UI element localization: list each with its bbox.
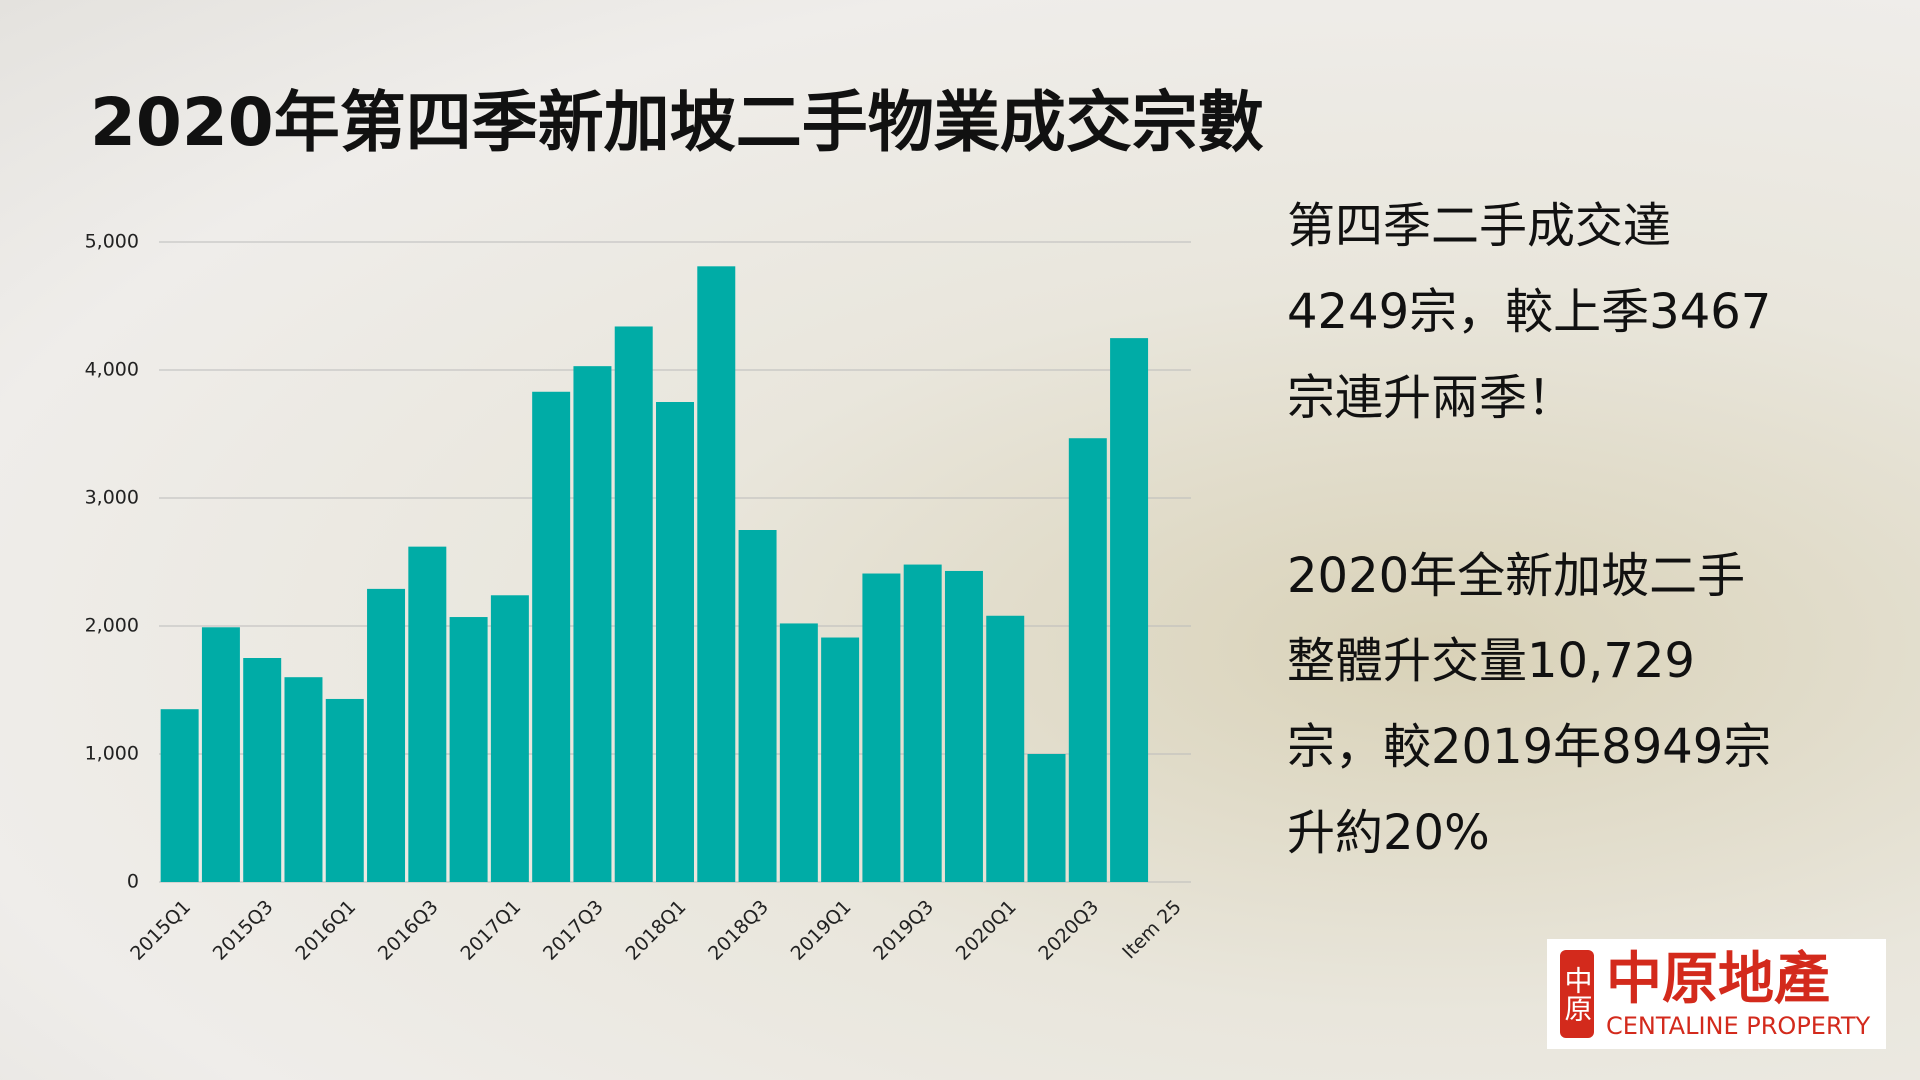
y-tick-label: 5,000 <box>85 231 139 253</box>
bar <box>821 637 860 882</box>
bar <box>532 391 571 882</box>
x-tick-label: 2017Q1 <box>456 896 525 965</box>
bar <box>779 623 818 882</box>
bar <box>697 266 736 882</box>
x-tick-label: 2020Q1 <box>952 896 1021 965</box>
logo-box <box>1547 939 1886 1049</box>
bar <box>944 570 983 882</box>
y-tick-label: 3,000 <box>85 487 139 509</box>
logo-icon-box <box>1560 950 1594 1038</box>
bar <box>1027 754 1066 882</box>
logo: 中原 中原地產 CENTALINE PROPERTY <box>1547 939 1886 1049</box>
note-line: 2020年全新加坡二手 <box>1287 548 1745 604</box>
x-tick-label: 2018Q3 <box>704 896 773 965</box>
x-tick-label: 2017Q3 <box>539 896 608 965</box>
x-tick-label: 2018Q1 <box>622 896 691 965</box>
bar <box>325 698 364 882</box>
note-line: 升約20% <box>1287 805 1490 861</box>
bar <box>1110 338 1149 882</box>
bar <box>490 595 529 882</box>
x-tick-label: Item 25 <box>1118 896 1186 964</box>
y-tick-label: 0 <box>127 871 139 893</box>
bar <box>903 564 942 882</box>
note-line: 宗，較2019年8949宗 <box>1287 719 1771 775</box>
bar <box>449 617 488 882</box>
logo-icon: 中原 <box>1561 966 1594 1022</box>
note-line: 第四季二手成交達 <box>1287 198 1671 254</box>
bar <box>160 709 199 882</box>
x-tick-label: 2016Q1 <box>291 896 360 965</box>
bar <box>367 588 406 882</box>
bar <box>614 326 653 883</box>
bar <box>986 615 1025 882</box>
y-tick-label: 4,000 <box>85 359 139 381</box>
x-tick-label: 2015Q1 <box>126 896 195 965</box>
bar <box>201 627 240 882</box>
bar <box>738 530 777 882</box>
bar <box>408 546 447 882</box>
y-tick-label: 1,000 <box>85 743 139 765</box>
note-line: 4249宗，較上季3467 <box>1287 284 1771 340</box>
chart-title: 2020年第四季新加坡二手物業成交宗數 <box>90 84 1264 161</box>
x-tick-label: 2015Q3 <box>209 896 278 965</box>
logo-name: 中原地產 <box>1606 947 1830 1012</box>
x-tick-label: 2019Q3 <box>869 896 938 965</box>
x-tick-label: 2019Q1 <box>787 896 856 965</box>
bar <box>284 677 323 882</box>
y-tick-label: 2,000 <box>85 615 139 637</box>
bar <box>656 402 694 882</box>
x-tick-label: 2016Q3 <box>374 896 443 965</box>
logo-english: CENTALINE PROPERTY <box>1606 1012 1871 1040</box>
bar <box>243 658 282 882</box>
bar <box>862 573 901 882</box>
bar <box>573 366 612 882</box>
note-line: 整體升交量10,729 <box>1287 633 1695 689</box>
note-line: 宗連升兩季！ <box>1287 370 1575 426</box>
x-tick-label: 2020Q3 <box>1034 896 1103 965</box>
bar <box>1068 438 1107 882</box>
